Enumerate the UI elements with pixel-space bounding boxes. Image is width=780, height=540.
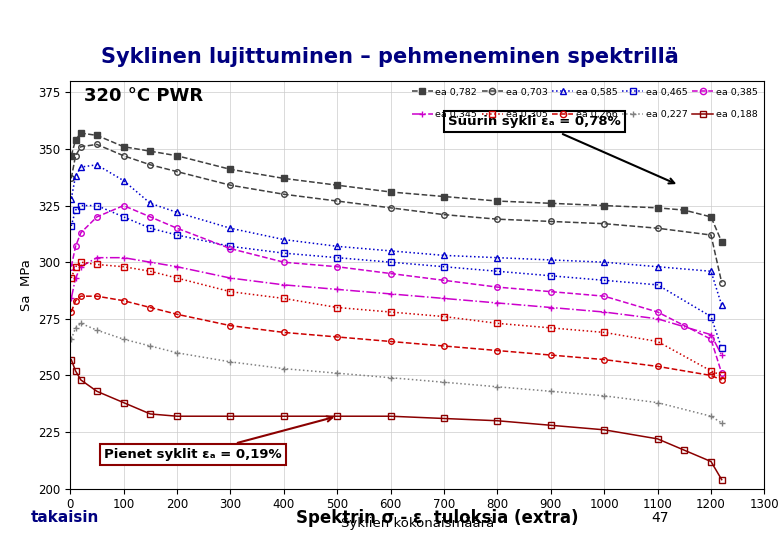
Y-axis label: Sa  MPa: Sa MPa (20, 259, 33, 311)
Text: Pienet syklit εₐ = 0,19%: Pienet syklit εₐ = 0,19% (105, 416, 332, 461)
Text: Syklinen lujittuminen – pehmeneminen spektrillä: Syklinen lujittuminen – pehmeneminen spe… (101, 46, 679, 67)
Text: 320 °C PWR: 320 °C PWR (84, 87, 204, 105)
Text: VTT: VTT (714, 509, 753, 526)
Text: takaisin: takaisin (31, 510, 100, 525)
Legend: ea 0,345, ea 0,305, ea 0,266, ea 0,227, ea 0,188: ea 0,345, ea 0,305, ea 0,266, ea 0,227, … (410, 108, 760, 121)
Text: 47: 47 (651, 511, 668, 525)
Text: Suurin sykli εₐ = 0,78%: Suurin sykli εₐ = 0,78% (448, 115, 674, 184)
X-axis label: Syklien kokonaismäärä: Syklien kokonaismäärä (341, 517, 494, 530)
Text: Spektrin σ - ε  tuloksia (extra): Spektrin σ - ε tuloksia (extra) (296, 509, 579, 526)
